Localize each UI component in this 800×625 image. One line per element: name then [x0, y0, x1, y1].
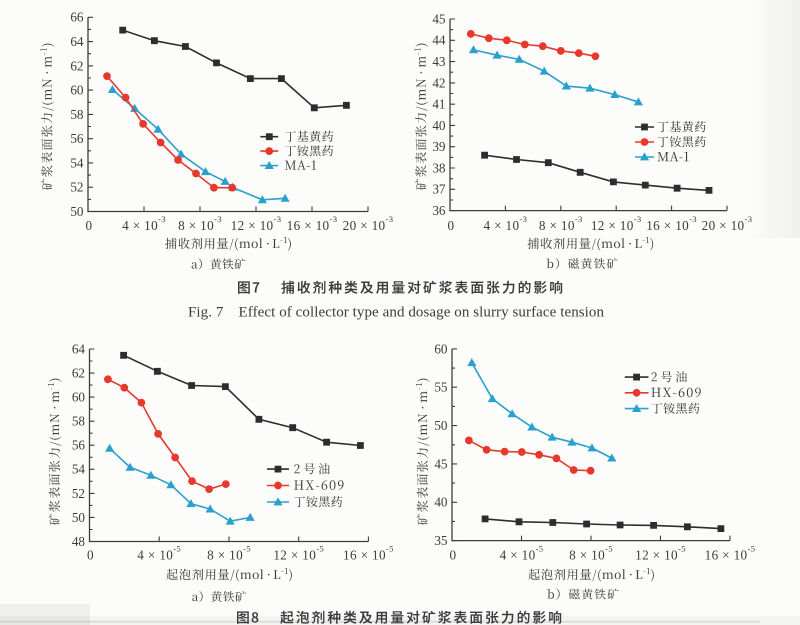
svg-text:4 × 10-5: 4 × 10-5 — [137, 544, 181, 563]
svg-text:56: 56 — [70, 131, 84, 146]
svg-text:56: 56 — [72, 438, 86, 453]
svg-text:62: 62 — [70, 58, 83, 73]
svg-text:0: 0 — [450, 548, 457, 563]
svg-text:12 × 10-3: 12 × 10-3 — [231, 214, 282, 233]
svg-text:35: 35 — [434, 533, 448, 548]
svg-text:64: 64 — [70, 34, 84, 49]
svg-text:16 × 10-5: 16 × 10-5 — [705, 544, 756, 563]
svg-text:44: 44 — [432, 33, 446, 48]
svg-text:37: 37 — [432, 182, 446, 197]
svg-text:50: 50 — [72, 510, 86, 525]
svg-text:40: 40 — [434, 495, 448, 510]
svg-text:58: 58 — [70, 107, 84, 122]
svg-text:8 × 10-3: 8 × 10-3 — [178, 214, 222, 233]
svg-text:64: 64 — [72, 341, 86, 356]
svg-text:16 × 10-3: 16 × 10-3 — [646, 214, 697, 233]
svg-text:8 × 10-5: 8 × 10-5 — [569, 544, 613, 563]
svg-text:42: 42 — [432, 75, 445, 90]
svg-text:12 × 10-5: 12 × 10-5 — [273, 544, 324, 563]
svg-text:4 × 10-3: 4 × 10-3 — [484, 214, 528, 233]
svg-text:54: 54 — [70, 155, 84, 170]
svg-text:40: 40 — [432, 118, 446, 133]
svg-text:41: 41 — [432, 97, 445, 112]
svg-text:12 × 10-5: 12 × 10-5 — [635, 544, 686, 563]
svg-text:16 × 10-5: 16 × 10-5 — [343, 544, 394, 563]
svg-text:55: 55 — [434, 380, 448, 395]
svg-text:62: 62 — [72, 366, 85, 381]
svg-text:66: 66 — [70, 10, 84, 25]
svg-text:43: 43 — [432, 54, 446, 69]
svg-text:48: 48 — [72, 534, 86, 549]
svg-text:50: 50 — [434, 418, 448, 433]
svg-text:0: 0 — [86, 218, 93, 233]
svg-text:0: 0 — [87, 548, 94, 563]
svg-text:12 × 10-3: 12 × 10-3 — [591, 214, 642, 233]
svg-text:16 × 10-3: 16 × 10-3 — [287, 214, 338, 233]
svg-text:8 × 10-5: 8 × 10-5 — [207, 544, 251, 563]
svg-text:8 × 10-3: 8 × 10-3 — [539, 214, 583, 233]
svg-text:45: 45 — [434, 456, 448, 471]
svg-text:20 × 10-3: 20 × 10-3 — [343, 214, 394, 233]
svg-text:58: 58 — [72, 414, 86, 429]
svg-text:39: 39 — [432, 139, 446, 154]
svg-text:0: 0 — [448, 218, 455, 233]
svg-text:45: 45 — [432, 11, 446, 26]
svg-text:60: 60 — [70, 83, 84, 98]
svg-text:52: 52 — [70, 180, 83, 195]
svg-text:4 × 10-5: 4 × 10-5 — [500, 544, 544, 563]
svg-text:4 × 10-3: 4 × 10-3 — [122, 214, 166, 233]
svg-text:54: 54 — [72, 462, 86, 477]
svg-text:50: 50 — [70, 204, 84, 219]
svg-text:20 × 10-3: 20 × 10-3 — [702, 214, 753, 233]
svg-text:38: 38 — [432, 160, 446, 175]
svg-text:52: 52 — [72, 486, 85, 501]
svg-text:Fig. 7 Effect of collector typ: Fig. 7 Effect of collector type and dosa… — [188, 305, 605, 321]
svg-text:60: 60 — [434, 341, 448, 356]
svg-text:60: 60 — [72, 390, 86, 405]
svg-text:36: 36 — [432, 203, 446, 218]
